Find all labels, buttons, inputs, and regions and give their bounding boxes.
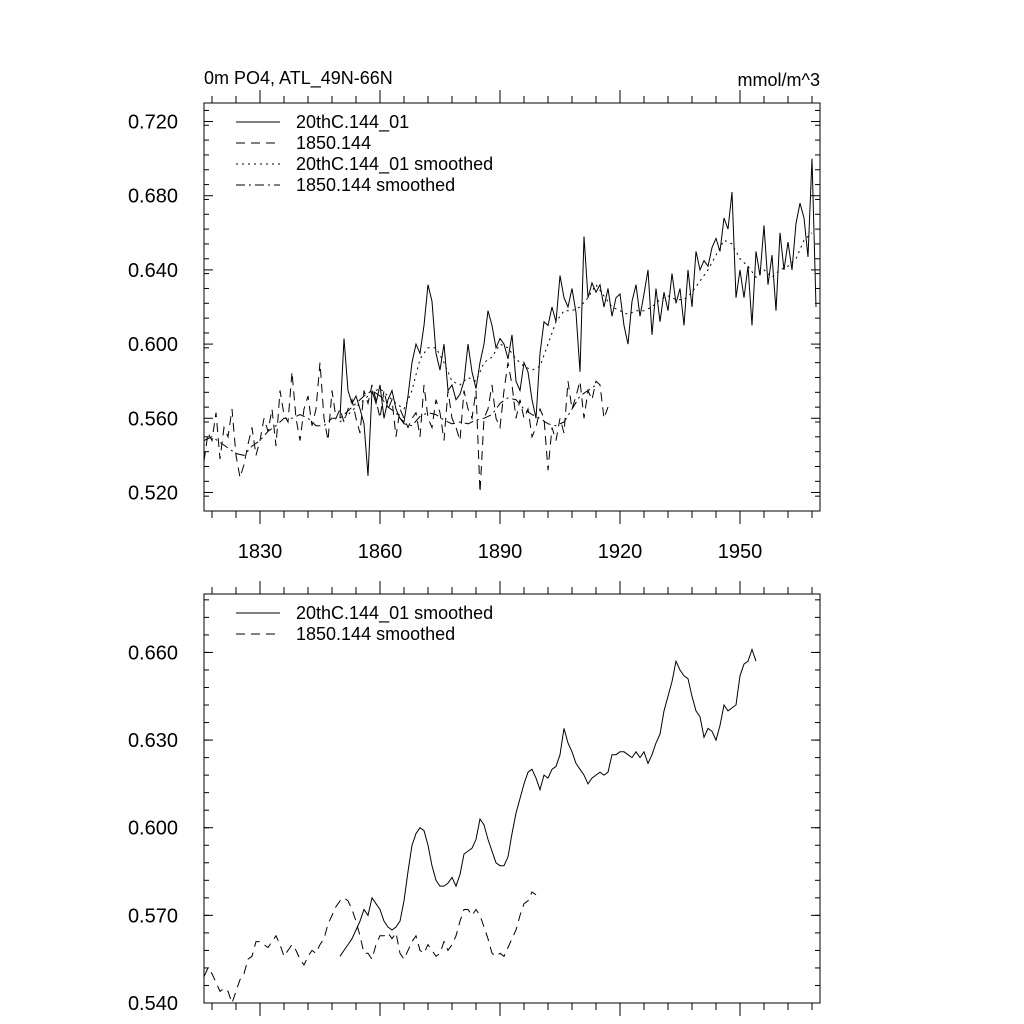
chart-units: mmol/m^3 (738, 70, 820, 90)
x-tick-label: 1860 (358, 541, 403, 563)
bottom-panel: 0.540 0.570 0.600 0.630 0.660 20thC.144_01 sm… (128, 581, 821, 1016)
x-tick-label: 1890 (478, 541, 523, 563)
y-tick-label: 0.540 (128, 993, 178, 1015)
legend-label: 1850.144 smoothed (296, 624, 455, 644)
plot-frame (203, 102, 821, 512)
legend-label: 20thC.144_01 smoothed (296, 603, 493, 624)
y-tick-label: 0.600 (128, 334, 178, 356)
y-tick-label: 0.570 (128, 905, 178, 927)
legend-label: 20thC.144_01 smoothed (296, 154, 493, 175)
y-tick-label: 0.680 (128, 186, 178, 208)
top-panel: 0.520 0.560 0.600 0.640 0.680 0.720 1830 1860 18… (128, 90, 821, 563)
x-tick-label: 1830 (238, 541, 283, 563)
y-tick-label: 0.640 (128, 260, 178, 282)
chart-title: 0m PO4, ATL_49N-66N (204, 68, 393, 89)
plot-frame (203, 593, 821, 1004)
x-tick-label: 1950 (718, 541, 763, 563)
y-tick-label: 0.720 (128, 112, 178, 134)
legend-label: 20thC.144_01 (296, 112, 409, 133)
y-tick-label: 0.520 (128, 482, 178, 504)
x-tick-label: 1920 (598, 541, 643, 563)
series-line (203, 384, 597, 456)
legend-label: 1850.144 (296, 133, 371, 153)
y-tick-label: 0.630 (128, 730, 178, 752)
series-line (203, 362, 609, 493)
y-tick-label: 0.660 (128, 642, 178, 664)
legend-label: 1850.144 smoothed (296, 175, 455, 195)
y-tick-label: 0.600 (128, 818, 178, 840)
series-line (203, 891, 537, 1005)
series-line (339, 158, 817, 476)
series-line (339, 232, 813, 423)
y-tick-label: 0.560 (128, 408, 178, 430)
series-line (339, 647, 757, 957)
